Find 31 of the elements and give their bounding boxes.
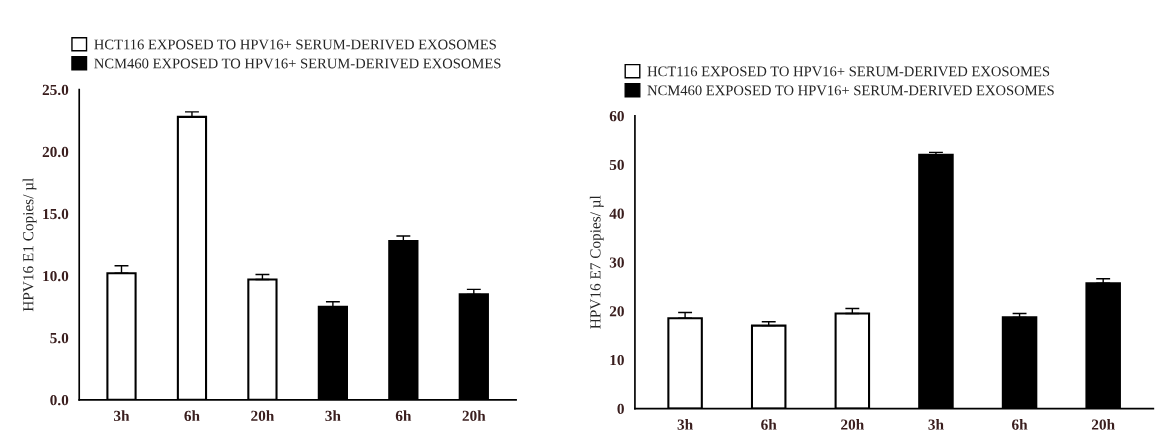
x-tick-label: 3h [677,419,693,430]
y-tick-label: 50 [609,159,624,171]
x-tick-label: 20h [462,410,486,422]
y-tick-label: 25.0 [42,84,69,96]
x-tick-label: 6h [184,410,200,422]
x-tick-label: 3h [325,410,341,422]
y-tick-label: 15.0 [43,208,69,220]
legend-label: NCM460 EXPOSED TO HPV16+ SERUM-DERIVED EXOSOMES [647,85,1054,96]
y-tick-label: 10.0 [43,270,69,282]
y-tick-label: 0 [617,403,624,415]
y-tick-label: 60 [609,110,624,122]
y-tick-label: 40 [609,208,624,219]
y-tick-label: 30 [609,257,624,268]
y-axis-title: HPV16 E7 Copies/ µl [589,195,604,329]
y-tick-label: 10 [610,354,624,366]
y-tick-label: 5.0 [50,332,69,344]
x-tick-label: 3h [114,410,130,422]
y-axis-title: HPV16 E1 Copies/ µl [22,178,37,312]
y-tick-label: 20 [609,306,624,317]
x-tick-label: 20h [1091,419,1115,430]
y-tick-label: 0.0 [50,395,69,406]
legend-label: HCT116 EXPOSED TO HPV16+ SERUM-DERIVED EXOSOMES [94,39,496,50]
x-tick-label: 3h [928,419,944,430]
x-tick-label: 6h [1012,419,1028,430]
y-tick-label: 20.0 [42,146,69,158]
legend-label: HCT116 EXPOSED TO HPV16+ SERUM-DERIVED EXOSOMES [647,66,1050,77]
legend-label: NCM460 EXPOSED TO HPV16+ SERUM-DERIVED EXOSOMES [94,58,501,69]
x-tick-label: 6h [761,419,777,430]
x-tick-label: 6h [395,410,412,422]
x-tick-label: 20h [841,419,864,430]
x-tick-label: 20h [251,410,275,422]
